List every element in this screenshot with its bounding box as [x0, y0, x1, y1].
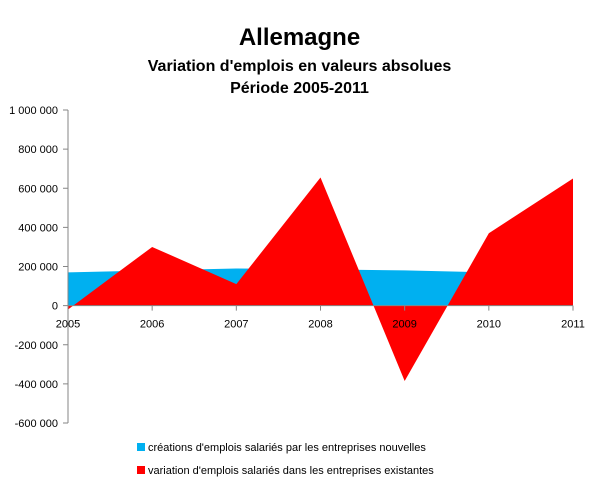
y-tick-label: -600 000	[15, 418, 58, 430]
x-tick-label: 2009	[392, 319, 416, 331]
chart-subtitle-1: Variation d'emplois en valeurs absolues	[147, 58, 452, 75]
y-tick-label: 200 000	[18, 262, 58, 274]
legend-swatch-2	[137, 466, 145, 474]
chart-subtitle-2: Période 2005-2011	[230, 80, 369, 97]
y-tick-label: 600 000	[18, 183, 58, 195]
chart-title: Allemagne	[238, 24, 361, 51]
y-tick-label: -400 000	[15, 379, 58, 391]
x-tick-label: 2008	[308, 319, 332, 331]
legend-label-2: variation d'emplois salariés dans les en…	[148, 465, 434, 477]
legend-swatch-1	[137, 443, 145, 451]
x-tick-label: 2007	[224, 319, 248, 331]
x-tick-label: 2006	[140, 319, 164, 331]
x-tick-label: 2005	[56, 319, 80, 331]
x-tick-label: 2011	[561, 319, 585, 331]
area-series-2	[68, 177, 573, 381]
legend-label-1: créations d'emplois salariés par les ent…	[148, 442, 426, 454]
y-tick-label: 0	[52, 301, 58, 313]
y-tick-label: 400 000	[18, 222, 58, 234]
y-tick-label: 1 000 000	[9, 105, 58, 117]
y-tick-label: 800 000	[18, 144, 58, 156]
y-tick-label: -200 000	[15, 340, 58, 352]
x-tick-label: 2010	[477, 319, 501, 331]
